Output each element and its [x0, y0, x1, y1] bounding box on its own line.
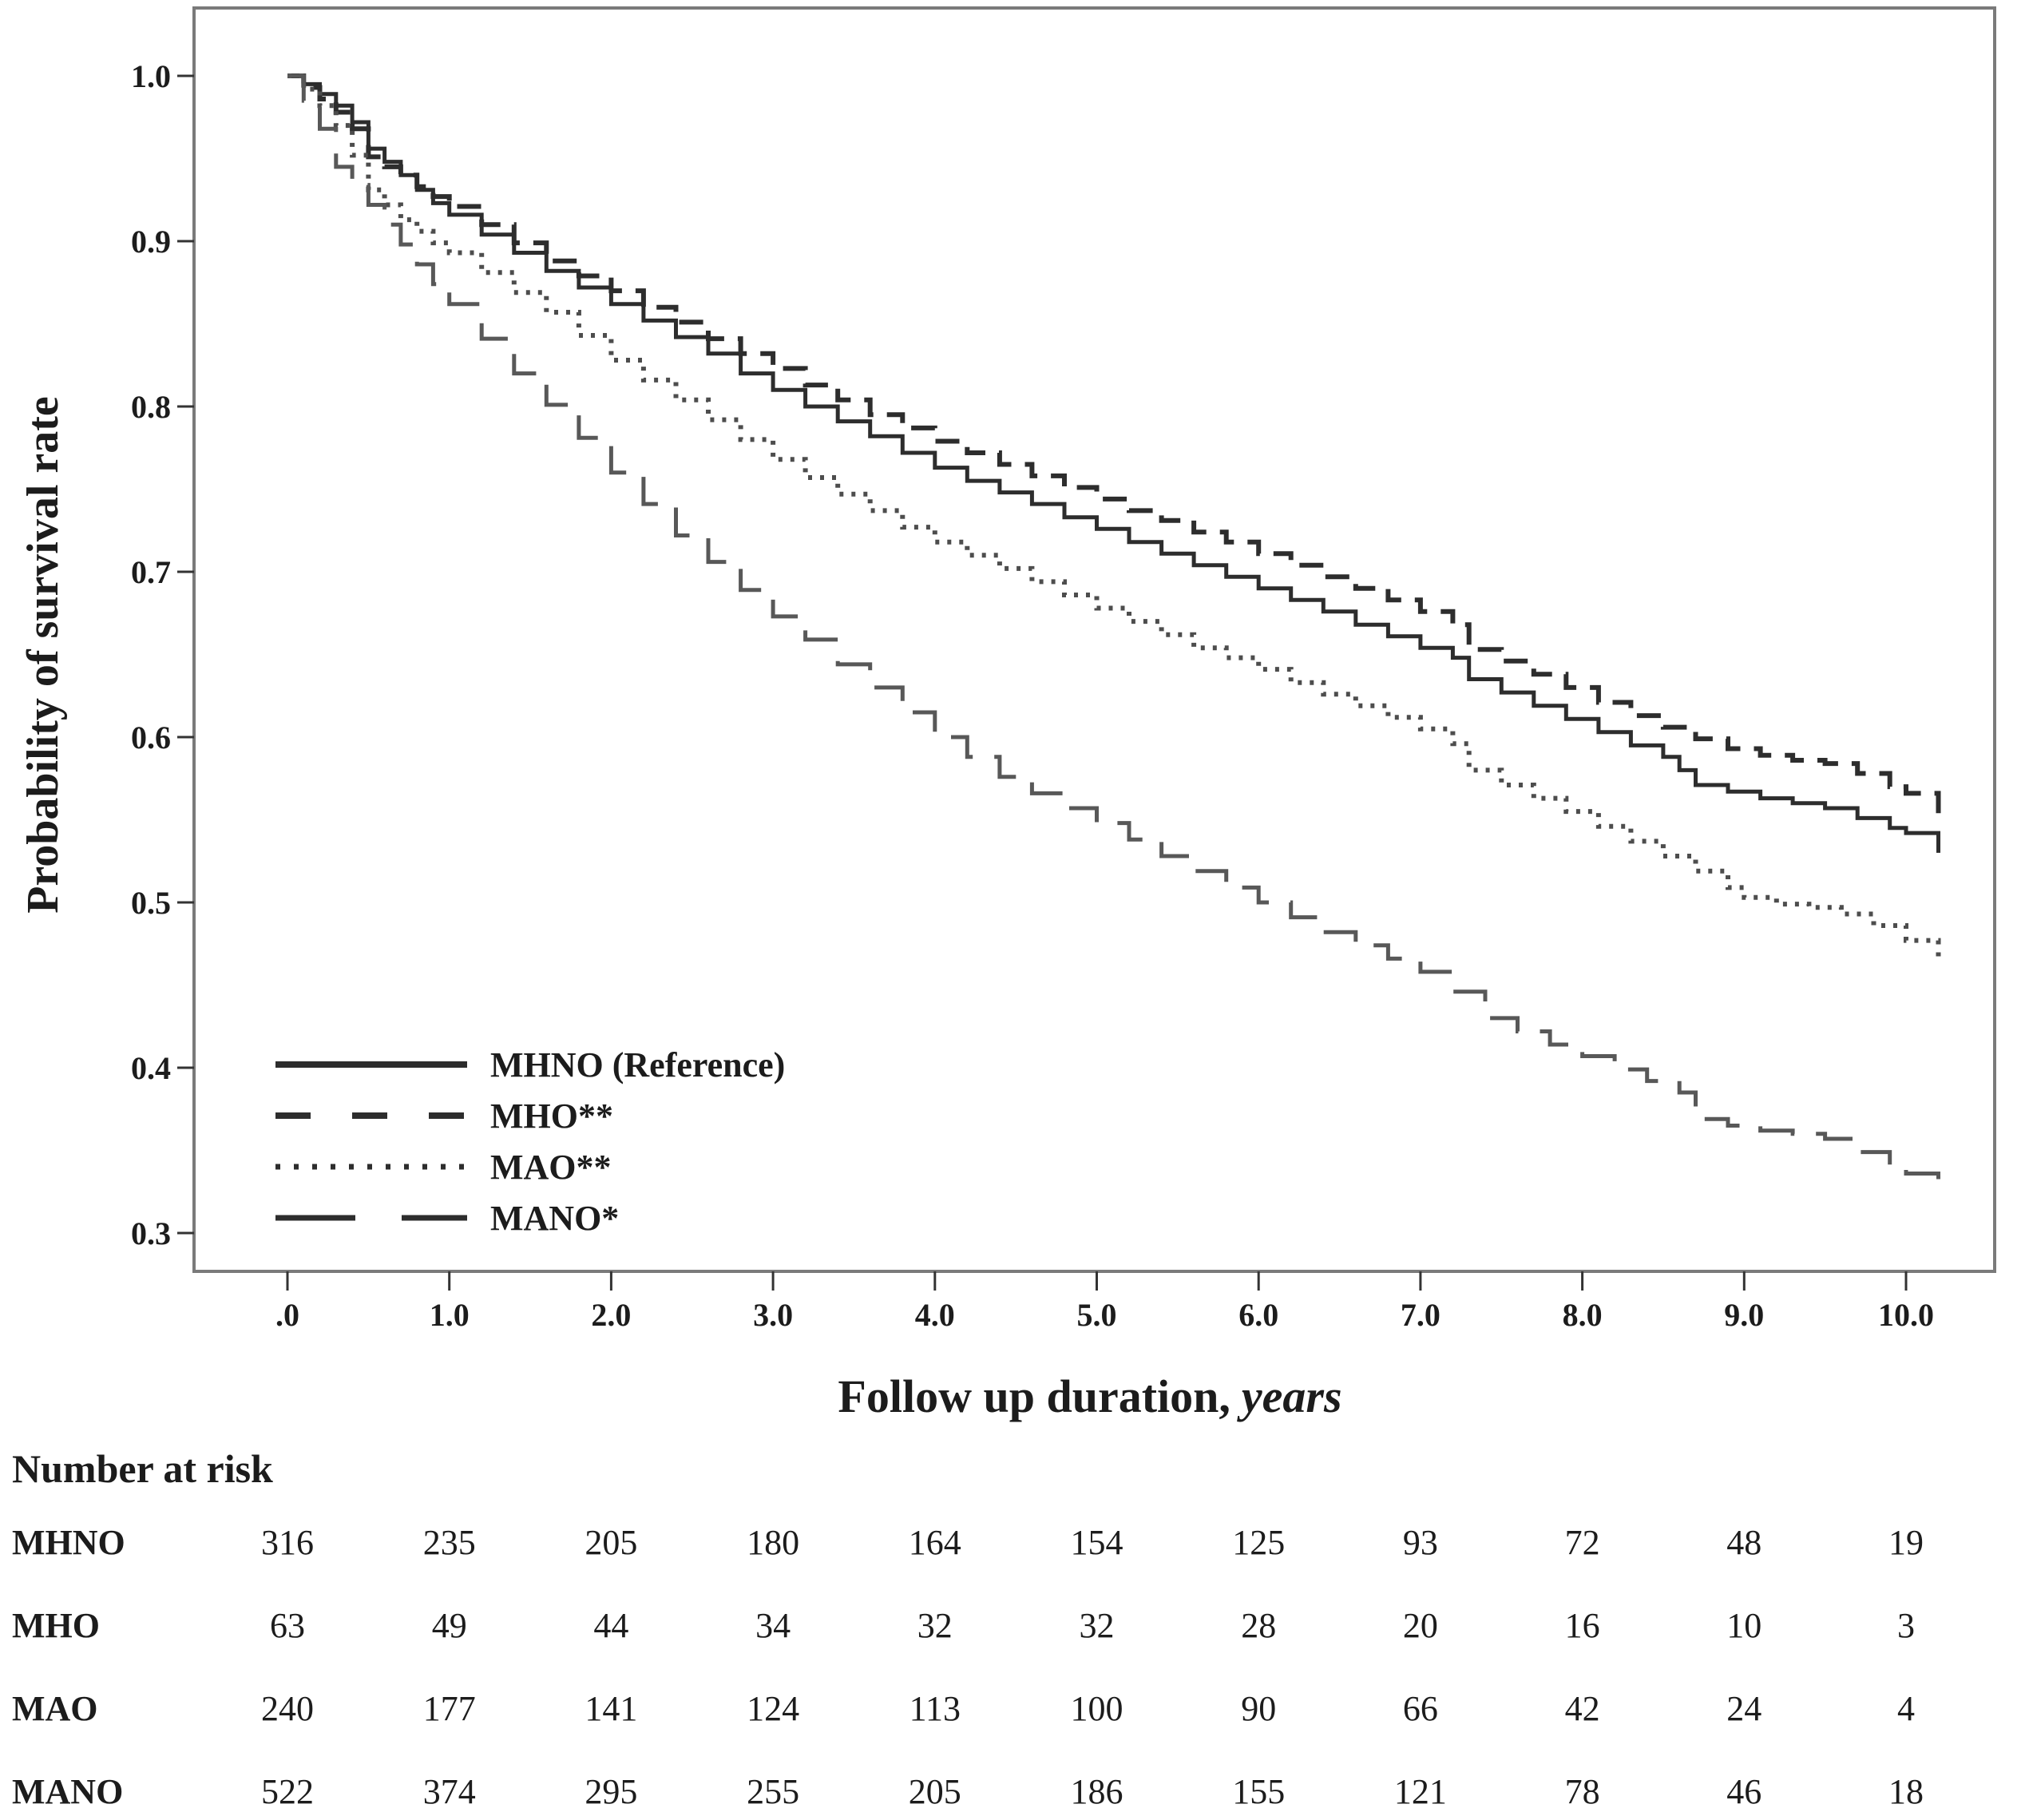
- y-tick-label: 0.3: [131, 1215, 171, 1251]
- risk-value: 100: [1071, 1689, 1123, 1728]
- risk-row-label: MHNO: [12, 1523, 125, 1562]
- risk-row-label: MHO: [12, 1606, 100, 1645]
- legend-label: MANO*: [490, 1199, 619, 1238]
- risk-row-label: MAO: [12, 1689, 98, 1728]
- survival-curves: [287, 73, 1941, 1191]
- x-tick-label: 2.0: [591, 1297, 631, 1333]
- x-tick-label: 10.0: [1878, 1297, 1934, 1333]
- risk-value: 20: [1403, 1606, 1438, 1645]
- risk-value: 93: [1403, 1523, 1438, 1562]
- x-tick-label: 3.0: [753, 1297, 793, 1333]
- x-tick-label: 7.0: [1401, 1297, 1441, 1333]
- y-tick-label: 1.0: [131, 58, 171, 94]
- x-tick-label: 6.0: [1238, 1297, 1278, 1333]
- risk-value: 240: [261, 1689, 314, 1728]
- risk-value: 3: [1897, 1606, 1915, 1645]
- curve-mhno: [287, 73, 1940, 853]
- risk-value: 205: [585, 1523, 637, 1562]
- risk-value: 155: [1232, 1772, 1285, 1811]
- risk-value: 164: [909, 1523, 961, 1562]
- x-tick-label: .0: [275, 1297, 299, 1333]
- x-tick-label: 5.0: [1077, 1297, 1117, 1333]
- plot-frame: [192, 6, 1996, 1273]
- y-axis-ticks: 1.0 0.9 0.8 0.7 0.6 0.5 0.4 0.3: [131, 58, 194, 1251]
- risk-value: 10: [1726, 1606, 1762, 1645]
- risk-value: 66: [1403, 1689, 1438, 1728]
- x-tick-label: 1.0: [430, 1297, 470, 1333]
- legend-label: MHO**: [490, 1096, 613, 1136]
- number-at-risk-title: Number at risk: [12, 1446, 273, 1491]
- risk-value: 125: [1232, 1523, 1285, 1562]
- risk-value: 18: [1888, 1772, 1924, 1811]
- risk-value: 32: [1080, 1606, 1115, 1645]
- risk-value: 42: [1565, 1689, 1600, 1728]
- risk-value: 316: [261, 1523, 314, 1562]
- risk-value: 205: [909, 1772, 961, 1811]
- legend-item: MHNO (Reference): [275, 1045, 785, 1084]
- risk-value: 44: [593, 1606, 628, 1645]
- risk-value: 141: [585, 1689, 637, 1728]
- risk-value: 24: [1726, 1689, 1762, 1728]
- risk-value: 49: [432, 1606, 467, 1645]
- legend: MHNO (Reference) MHO** MAO** MANO*: [275, 1045, 785, 1238]
- risk-value: 124: [747, 1689, 799, 1728]
- y-tick-label: 0.6: [131, 720, 171, 755]
- risk-row-label: MANO: [12, 1772, 123, 1811]
- x-axis-title: Follow up duration, years: [838, 1370, 1341, 1422]
- legend-item: MHO**: [275, 1096, 613, 1136]
- curve-mho: [287, 73, 1941, 814]
- legend-label: MHNO (Reference): [490, 1045, 785, 1084]
- risk-row: MANO 522 374 295 255 205 186 155 121 78 46 18: [12, 1772, 1924, 1811]
- risk-value: 63: [270, 1606, 305, 1645]
- risk-value: 374: [423, 1772, 476, 1811]
- risk-value: 235: [423, 1523, 476, 1562]
- y-tick-label: 0.4: [131, 1050, 171, 1086]
- risk-value: 522: [261, 1772, 314, 1811]
- y-tick-label: 0.8: [131, 389, 171, 425]
- x-tick-label: 9.0: [1724, 1297, 1764, 1333]
- x-axis-title-units: years: [1237, 1370, 1342, 1422]
- risk-value: 16: [1565, 1606, 1600, 1645]
- risk-value: 72: [1565, 1523, 1600, 1562]
- risk-value: 154: [1071, 1523, 1123, 1562]
- risk-value: 121: [1394, 1772, 1447, 1811]
- risk-value: 295: [585, 1772, 637, 1811]
- risk-value: 186: [1071, 1772, 1123, 1811]
- risk-value: 90: [1241, 1689, 1276, 1728]
- risk-value: 180: [747, 1523, 799, 1562]
- risk-value: 28: [1241, 1606, 1276, 1645]
- x-axis-title-main: Follow up duration,: [838, 1370, 1230, 1422]
- risk-row: MHNO 316 235 205 180 164 154 125 93 72 48 19: [12, 1523, 1924, 1562]
- risk-value: 113: [909, 1689, 961, 1728]
- legend-item: MANO*: [275, 1199, 619, 1238]
- x-tick-label: 4.0: [915, 1297, 955, 1333]
- risk-value: 48: [1726, 1523, 1762, 1562]
- legend-item: MAO**: [275, 1148, 612, 1187]
- y-axis-title: Probability of survival rate: [18, 396, 68, 914]
- risk-value: 78: [1565, 1772, 1600, 1811]
- risk-value: 34: [755, 1606, 791, 1645]
- risk-row: MHO 63 49 44 34 32 32 28 20 16 10 3: [12, 1606, 1915, 1645]
- risk-value: 177: [423, 1689, 476, 1728]
- x-tick-label: 8.0: [1563, 1297, 1603, 1333]
- risk-value: 4: [1897, 1689, 1915, 1728]
- x-axis-ticks: .0 1.0 2.0 3.0 4.0 5.0 6.0 7.0 8.0 9.0 10.0: [275, 1271, 1934, 1333]
- risk-row: MAO 240 177 141 124 113 100 90 66 42 24 4: [12, 1689, 1915, 1728]
- legend-label: MAO**: [490, 1148, 612, 1187]
- y-tick-label: 0.7: [131, 554, 171, 590]
- y-tick-label: 0.9: [131, 224, 171, 260]
- risk-value: 19: [1888, 1523, 1924, 1562]
- risk-value: 32: [917, 1606, 953, 1645]
- risk-value: 46: [1726, 1772, 1762, 1811]
- curve-mao: [287, 73, 1941, 962]
- risk-value: 255: [747, 1772, 799, 1811]
- y-tick-label: 0.5: [131, 885, 171, 921]
